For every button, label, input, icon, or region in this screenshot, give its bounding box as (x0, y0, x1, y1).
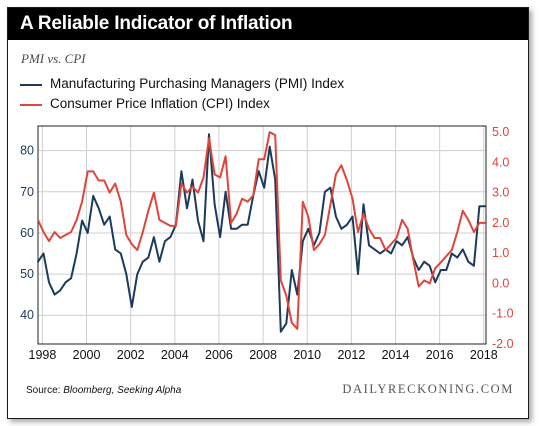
y-left-tick-label: 50 (20, 267, 34, 281)
y-right-tick-label: 0.0 (492, 276, 509, 290)
title-bar: A Reliable Indicator of Inflation (8, 8, 528, 40)
x-tick-label: 1998 (29, 348, 57, 362)
chart-title: A Reliable Indicator of Inflation (20, 13, 293, 34)
y-left-tick-label: 40 (20, 308, 34, 322)
x-tick-label: 2002 (117, 348, 145, 362)
y-right-tick-label: 4.0 (492, 155, 509, 169)
legend-swatch-cpi (20, 104, 42, 106)
y-right-tick-label: -2.0 (492, 337, 514, 351)
y-right-tick-label: 5.0 (492, 125, 509, 139)
source-prefix: Source: (26, 385, 64, 396)
y-left-tick-label: 80 (20, 144, 34, 158)
x-tick-label: 2006 (205, 348, 233, 362)
chart-subtitle: PMI vs. CPI (21, 51, 86, 66)
chart-card: A Reliable Indicator of Inflation PMI vs… (7, 7, 529, 419)
legend-label-pmi: Manufacturing Purchasing Managers (PMI) … (50, 76, 345, 91)
line-chart: 1998 2000 2002 2004 2006 2008 2010 2012 2014 2016… (20, 125, 514, 362)
y-right-tick-label: 2.0 (492, 216, 509, 230)
source-text: Bloomberg, Seeking Alpha (63, 385, 182, 396)
x-tick-label: 2016 (426, 348, 454, 362)
source-note: Source: Bloomberg, Seeking Alpha (26, 385, 181, 396)
x-tick-label: 2000 (73, 348, 101, 362)
x-tick-label: 2014 (382, 348, 410, 362)
y-right-tick-label: 1.0 (492, 246, 509, 260)
x-tick-label: 2012 (337, 348, 365, 362)
y-right-tick-label: -1.0 (492, 307, 514, 321)
x-tick-label: 2010 (293, 348, 321, 362)
y-left-tick-label: 60 (20, 226, 34, 240)
legend-swatch-pmi (20, 84, 42, 86)
cpi-series-line (37, 131, 486, 330)
y-left-tick-label: 70 (20, 185, 34, 199)
legend-label-cpi: Consumer Price Inflation (CPI) Index (50, 96, 270, 111)
brand-watermark: DAILYRECKONING.COM (342, 382, 514, 396)
y-right-tick-label: 3.0 (492, 186, 509, 200)
plot-frame (37, 125, 487, 345)
x-tick-label: 2018 (470, 348, 498, 362)
x-tick-label: 2008 (249, 348, 277, 362)
x-tick-label: 2004 (161, 348, 189, 362)
